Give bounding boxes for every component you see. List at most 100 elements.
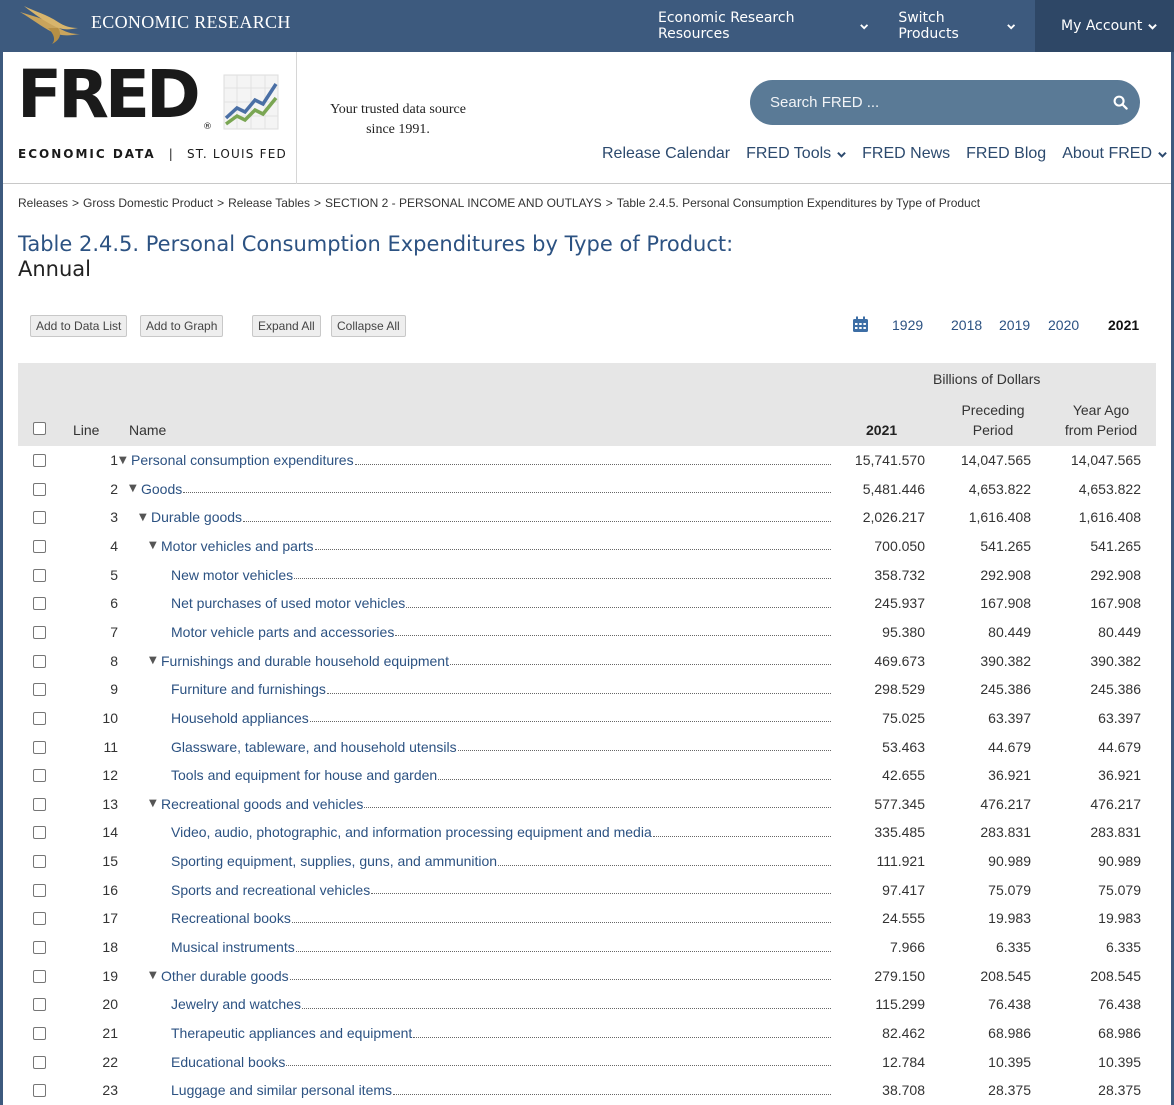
breadcrumb-gdp[interactable]: Gross Domestic Product (83, 196, 214, 210)
select-all-checkbox[interactable] (33, 422, 46, 435)
fred-logo[interactable]: FRED ® ECONOMIC DATA | ST. LOUIS FED (3, 52, 297, 184)
row-checkbox[interactable] (33, 912, 46, 926)
breadcrumb-current: Table 2.4.5. Personal Consumption Expend… (616, 196, 981, 210)
value-year-ago: 76.438 (1098, 996, 1141, 1013)
series-link[interactable]: New motor vehicles (171, 566, 294, 583)
line-number: 6 (110, 595, 118, 612)
table-row: 17 Recreational books 24.555 19.983 19.983 (18, 904, 1156, 932)
series-link[interactable]: Sporting equipment, supplies, guns, and … (171, 853, 498, 870)
breadcrumb-releases[interactable]: Releases (18, 196, 69, 210)
series-link[interactable]: Educational books (171, 1053, 286, 1070)
series-link[interactable]: Sports and recreational vehicles (171, 881, 371, 898)
dot-leader (364, 807, 831, 809)
line-number: 17 (102, 910, 118, 927)
row-checkbox[interactable] (33, 654, 46, 668)
year-link-2020[interactable]: 2020 (1048, 317, 1080, 333)
series-link[interactable]: Musical instruments (171, 939, 295, 956)
series-link[interactable]: Glassware, tableware, and household uten… (171, 738, 457, 755)
row-checkbox[interactable] (33, 797, 46, 811)
collapse-triangle-icon[interactable]: ▼ (149, 798, 157, 810)
series-link[interactable]: Tools and equipment for house and garden (171, 767, 438, 784)
row-checkbox[interactable] (33, 568, 46, 582)
calendar-icon[interactable] (852, 316, 869, 333)
series-link[interactable]: Recreational goods and vehicles (161, 795, 364, 812)
breadcrumb-section-2[interactable]: SECTION 2 - PERSONAL INCOME AND OUTLAYS (324, 196, 602, 210)
about-fred-menu[interactable]: About FRED (1062, 145, 1167, 163)
series-link[interactable]: Furnishings and durable household equipm… (161, 652, 449, 669)
table-row: 8 ▼ Furnishings and durable household equi… (18, 647, 1156, 675)
series-link[interactable]: Goods (141, 480, 183, 497)
year-link-2021[interactable]: 2021 (1108, 317, 1140, 333)
row-checkbox[interactable] (33, 969, 46, 983)
series-link[interactable]: Other durable goods (161, 967, 289, 984)
collapse-triangle-icon[interactable]: ▼ (149, 540, 157, 552)
year-link-2019[interactable]: 2019 (999, 317, 1031, 333)
row-checkbox[interactable] (33, 1027, 46, 1040)
row-checkbox[interactable] (33, 454, 46, 467)
value-year-ago: 44.679 (1098, 738, 1141, 755)
row-checkbox[interactable] (33, 511, 46, 525)
series-link[interactable]: Video, audio, photographic, and informat… (171, 824, 652, 841)
series-link[interactable]: Therapeutic appliances and equipment (171, 1025, 413, 1041)
series-link[interactable]: Motor vehicles and parts (161, 537, 314, 554)
add-to-graph-button[interactable]: Add to Graph (140, 315, 224, 337)
my-account-menu[interactable]: My Account (1035, 0, 1174, 52)
series-link[interactable]: Household appliances (171, 709, 309, 726)
value-preceding-period: 90.989 (988, 853, 1031, 870)
row-checkbox[interactable] (33, 539, 46, 553)
row-checkbox[interactable] (33, 740, 46, 754)
year-link-2018[interactable]: 2018 (951, 317, 983, 333)
series-link[interactable]: Durable goods (151, 509, 243, 526)
row-checkbox[interactable] (33, 711, 46, 725)
collapse-triangle-icon[interactable]: ▼ (139, 511, 147, 523)
row-checkbox[interactable] (33, 482, 46, 496)
series-link[interactable]: Jewelry and watches (171, 996, 301, 1013)
series-link[interactable]: Net purchases of used motor vehicles (171, 595, 406, 612)
search-input[interactable] (770, 80, 1090, 125)
row-checkbox[interactable] (33, 1084, 46, 1098)
row-checkbox[interactable] (33, 826, 46, 840)
fred-logo-subtitle: ECONOMIC DATA | ST. LOUIS FED (18, 147, 287, 161)
value-year-ago: 167.908 (1090, 595, 1141, 612)
value-2021: 245.937 (874, 595, 925, 612)
site-header: FRED ® ECONOMIC DATA | ST. LOUIS FED You… (3, 52, 1171, 184)
release-calendar-link[interactable]: Release Calendar (602, 145, 730, 163)
series-link[interactable]: Personal consumption expenditures (131, 452, 354, 468)
row-checkbox[interactable] (33, 855, 46, 869)
series-link[interactable]: Furniture and furnishings (171, 681, 326, 698)
collapse-triangle-icon[interactable]: ▼ (149, 970, 157, 982)
economic-research-brand[interactable]: ECONOMIC RESEARCH (91, 12, 291, 32)
row-checkbox[interactable] (33, 998, 46, 1012)
row-checkbox[interactable] (33, 1055, 46, 1069)
collapse-triangle-icon[interactable]: ▼ (119, 454, 127, 466)
row-checkbox[interactable] (33, 625, 46, 639)
switch-products-menu[interactable]: Switch Products (886, 0, 1027, 52)
table-row: 4 ▼ Motor vehicles and parts 700.050 541.265… (18, 532, 1156, 560)
search-icon[interactable] (1113, 95, 1128, 110)
eagle-logo-icon[interactable] (18, 4, 84, 44)
fred-tools-menu[interactable]: FRED Tools (746, 145, 846, 163)
add-to-data-list-button[interactable]: Add to Data List (30, 315, 128, 337)
collapse-triangle-icon[interactable]: ▼ (149, 655, 157, 667)
row-checkbox[interactable] (33, 597, 46, 611)
series-link[interactable]: Motor vehicle parts and accessories (171, 623, 395, 640)
collapse-all-button[interactable]: Collapse All (331, 315, 406, 337)
row-checkbox[interactable] (33, 941, 46, 955)
value-preceding-period: 19.983 (988, 910, 1031, 927)
dot-leader (449, 664, 831, 666)
value-year-ago: 292.908 (1090, 566, 1141, 583)
series-link[interactable]: Recreational books (171, 910, 291, 927)
row-checkbox[interactable] (33, 883, 46, 897)
collapse-triangle-icon[interactable]: ▼ (129, 483, 137, 495)
year-link-1929[interactable]: 1929 (892, 317, 924, 333)
series-link[interactable]: Luggage and similar personal items (171, 1082, 393, 1099)
value-year-ago: 476.217 (1090, 795, 1141, 812)
chevron-down-icon (1158, 151, 1167, 158)
expand-all-button[interactable]: Expand All (252, 315, 321, 337)
economic-research-resources-menu[interactable]: Economic Research Resources (646, 0, 880, 52)
row-checkbox[interactable] (33, 683, 46, 697)
fred-blog-link[interactable]: FRED Blog (966, 145, 1046, 163)
fred-news-link[interactable]: FRED News (862, 145, 950, 163)
row-checkbox[interactable] (33, 769, 46, 783)
breadcrumb-release-tables[interactable]: Release Tables (228, 196, 310, 210)
